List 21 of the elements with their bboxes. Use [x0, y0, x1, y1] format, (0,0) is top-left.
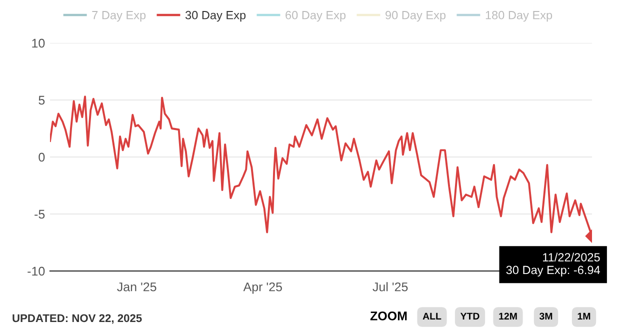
text: YTD [460, 312, 480, 320]
text: 1M [578, 312, 590, 320]
annotation: 11/22/2025 30 Day Exp: -6.94 [506, 252, 600, 277]
legend-label: 30 Day Exp [185, 10, 246, 22]
legend-label: 180 Day Exp [486, 10, 552, 22]
y-tick-label: -5 [34, 210, 45, 219]
x-tick-label: Apr '25 [243, 282, 282, 294]
legend-label: 7 Day Exp [92, 11, 146, 22]
x-tick-label: Jul '25 [372, 282, 408, 292]
text: ALL [422, 312, 442, 320]
y-tick-label: 0 [38, 152, 45, 162]
y-tick-label: 10 [32, 38, 45, 48]
x-tick-label: Jan '25 [117, 282, 156, 292]
legend-label: 60 Day Exp [286, 10, 346, 22]
y-tick-label: 5 [38, 96, 45, 105]
text: 3M [539, 312, 552, 320]
text: UPDATED: NOV 22, 2025 [12, 314, 142, 324]
text: 12M [499, 312, 517, 320]
legend-label: 90 Day Exp [386, 10, 446, 22]
text: ZOOM [370, 312, 407, 320]
y-tick-label: -10 [28, 266, 45, 276]
